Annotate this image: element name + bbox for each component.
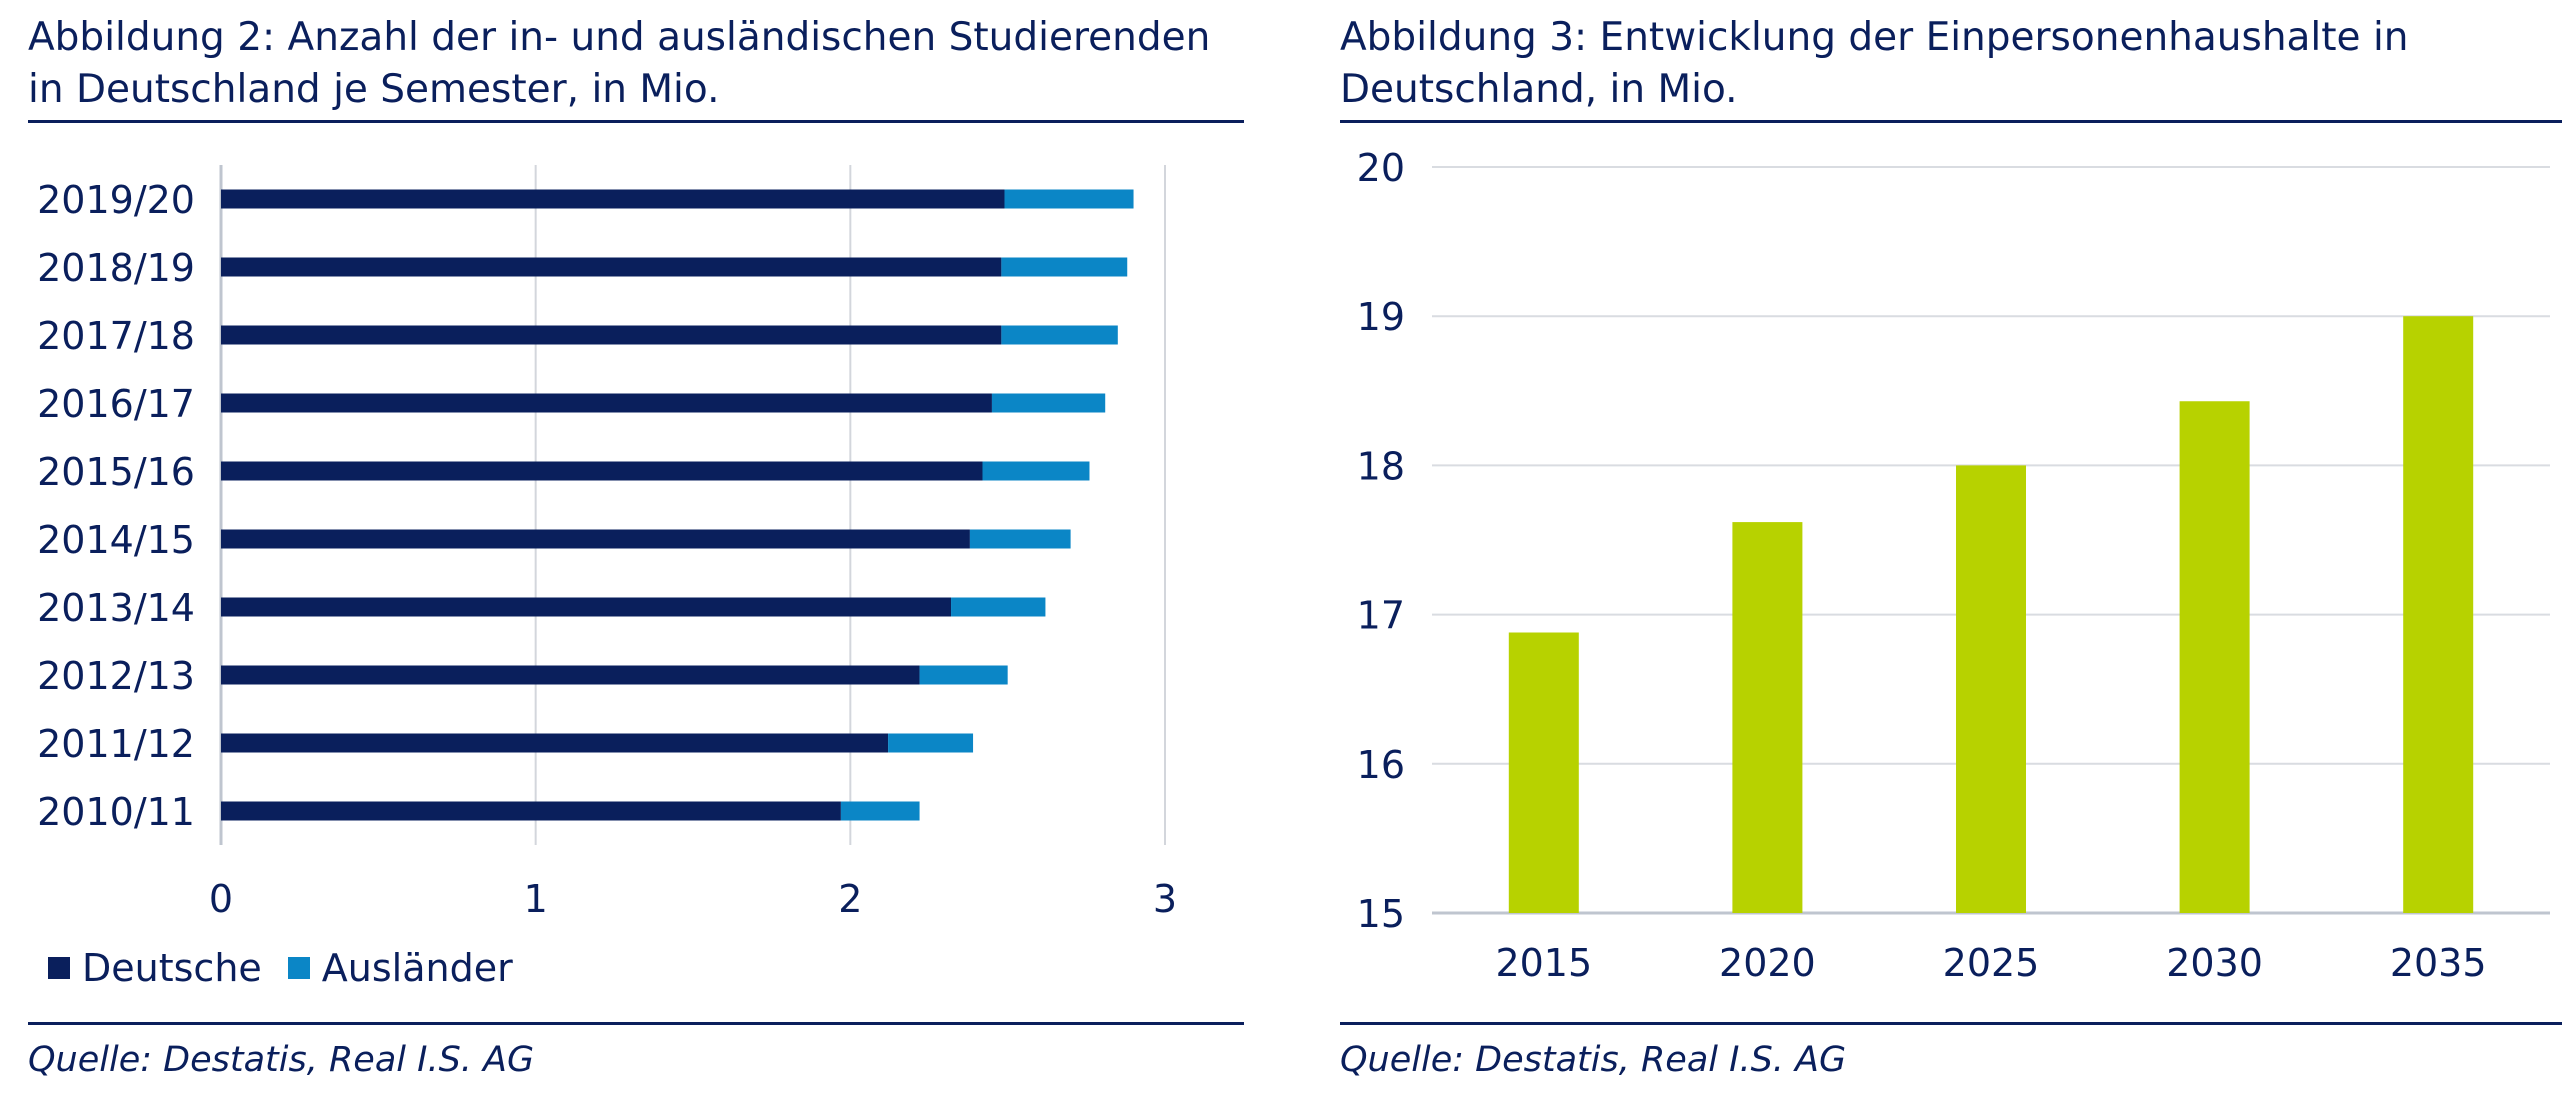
title-rule xyxy=(1340,120,2562,123)
x-tick-label: 2020 xyxy=(1719,941,1816,985)
x-tick-label: 2 xyxy=(838,877,862,921)
y-tick-label: 18 xyxy=(1357,444,1405,488)
y-tick-label: 19 xyxy=(1357,295,1405,339)
bar xyxy=(1732,522,1803,913)
legend-swatch-deutsche xyxy=(48,957,70,979)
bar-deutsche xyxy=(221,393,992,413)
students-bar-chart: 0 1 2 3 2010/11 2011/12 2012/13 2013/14 2014/15 2… xyxy=(37,165,1177,921)
legend-label-auslaender: Ausländer xyxy=(321,946,513,990)
bar xyxy=(2403,316,2474,913)
bar-deutsche xyxy=(221,189,1005,209)
x-tick-label: 2015 xyxy=(1495,941,1592,985)
source-note: Quelle: Destatis, Real I.S. AG xyxy=(1340,1040,1847,1080)
source-rule xyxy=(1340,1022,2562,1025)
households-bar-chart: 15 16 17 18 19 20 2015 2020 2025 2030 2035 xyxy=(1357,146,2550,985)
bar xyxy=(1508,632,1579,913)
bar-auslaender xyxy=(991,393,1106,413)
x-tick-label: 3 xyxy=(1153,877,1177,921)
chart-title-students: Abbildung 2: Anzahl der in- und ausländi… xyxy=(28,15,1211,112)
chart-panel-students: Abbildung 2: Anzahl der in- und ausländi… xyxy=(28,15,1244,1080)
bar-deutsche xyxy=(221,257,1002,277)
bar-deutsche xyxy=(221,801,841,821)
y-tick-label: 20 xyxy=(1357,146,1405,190)
bar-auslaender xyxy=(982,461,1090,481)
bar-auslaender xyxy=(840,801,920,821)
x-tick-label: 2035 xyxy=(2390,941,2487,985)
bar-deutsche xyxy=(221,461,983,481)
bar-auslaender xyxy=(1004,189,1134,209)
legend-item-auslaender: Ausländer xyxy=(287,946,513,990)
bar-deutsche xyxy=(221,665,920,685)
legend-swatch-auslaender xyxy=(287,957,310,979)
source-rule xyxy=(28,1022,1244,1025)
y-tick-label: 2017/18 xyxy=(37,314,195,358)
bar-deutsche xyxy=(221,597,952,617)
y-tick-label: 2012/13 xyxy=(37,654,195,698)
x-tick-label: 0 xyxy=(209,877,233,921)
y-tick-label: 15 xyxy=(1357,892,1405,936)
bar xyxy=(2179,401,2250,913)
bar-auslaender xyxy=(969,529,1071,549)
legend-label-deutsche: Deutsche xyxy=(82,946,262,990)
y-tick-label: 2015/16 xyxy=(37,450,195,494)
y-tick-label: 2014/15 xyxy=(37,518,195,562)
x-tick-label: 2030 xyxy=(2166,941,2263,985)
y-tick-label: 17 xyxy=(1357,594,1405,638)
legend: Deutsche Ausländer xyxy=(48,946,539,990)
bar-auslaender xyxy=(1001,325,1118,345)
bar xyxy=(1956,465,2026,913)
y-tick-label: 2013/14 xyxy=(37,586,195,630)
bar-deutsche xyxy=(221,733,889,753)
source-note: Quelle: Destatis, Real I.S. AG xyxy=(28,1040,535,1080)
bar-auslaender xyxy=(919,665,1008,685)
title-rule xyxy=(28,120,1244,123)
bar-auslaender xyxy=(888,733,974,753)
y-tick-label: 2011/12 xyxy=(37,722,195,766)
x-tick-label: 1 xyxy=(524,877,548,921)
chart-panel-households: Abbildung 3: Entwicklung der Einpersonen… xyxy=(1320,0,2562,1110)
bar-auslaender xyxy=(1001,257,1128,277)
chart-title-households: Abbildung 3: Entwicklung der Einpersonen… xyxy=(1340,15,2409,112)
legend-item-deutsche: Deutsche xyxy=(48,946,262,990)
y-tick-label: 2018/19 xyxy=(37,246,195,290)
bar-auslaender xyxy=(951,597,1046,617)
y-tick-label: 2019/20 xyxy=(37,178,195,222)
bar-deutsche xyxy=(221,325,1002,345)
bar-deutsche xyxy=(221,529,970,549)
y-tick-label: 2016/17 xyxy=(37,382,195,426)
y-tick-label: 2010/11 xyxy=(37,790,195,834)
y-tick-label: 16 xyxy=(1357,743,1405,787)
x-tick-label: 2025 xyxy=(1943,941,2040,985)
